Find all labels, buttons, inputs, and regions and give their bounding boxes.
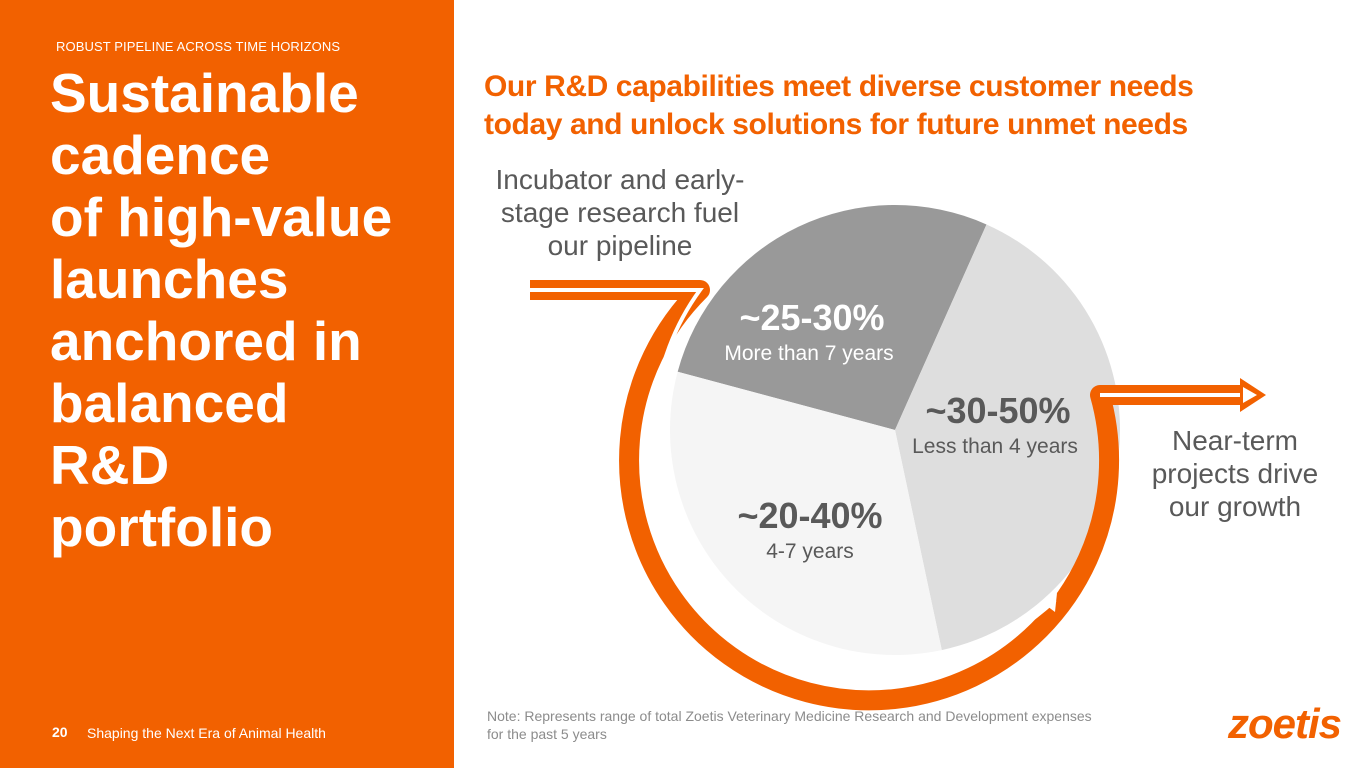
pie-slice-mid	[669, 371, 942, 655]
flow-arrow	[530, 280, 1266, 711]
zoetis-logo: zoetis	[1228, 700, 1342, 747]
slice-label-near: ~30-50% Less than 4 years	[912, 390, 1078, 458]
callout-early-stage: Incubator and early- stage research fuel…	[480, 163, 760, 262]
callout-line: Near-term	[1171, 425, 1298, 456]
left-panel: ROBUST PIPELINE ACROSS TIME HORIZONS Sus…	[0, 0, 454, 768]
flow-arrowhead-right-inner	[1243, 387, 1257, 403]
hero-line: balanced	[50, 372, 289, 434]
pie-slices	[669, 205, 1120, 655]
hero-line: Sustainable	[50, 62, 359, 124]
pie-slice-long	[677, 205, 987, 430]
slice-value-label: ~30-50%	[925, 390, 1070, 431]
footnote: Note: Represents range of total Zoetis V…	[487, 708, 1092, 742]
hero-line: portfolio	[50, 496, 273, 558]
headline-line: today and unlock solutions for future un…	[484, 108, 1188, 141]
flow-arrowhead-bottom	[1043, 593, 1057, 612]
page-number: 20	[52, 724, 68, 740]
headline-line: Our R&D capabilities meet diverse custom…	[484, 70, 1194, 103]
slice-sub-label: Less than 4 years	[912, 435, 1078, 458]
slice-value-label: ~25-30%	[739, 297, 884, 338]
hero-line: launches	[50, 248, 289, 310]
slice-sub-label: 4-7 years	[766, 540, 854, 563]
callout-near-term: Near-term projects drive our growth	[1135, 424, 1335, 523]
callout-line: our growth	[1168, 491, 1302, 522]
callout-line: Incubator and early-	[495, 164, 745, 195]
hero-line: R&D	[50, 434, 170, 496]
hero-line: of high-value	[50, 186, 393, 248]
section-eyebrow: ROBUST PIPELINE ACROSS TIME HORIZONS	[56, 39, 341, 54]
flow-arrow-inner-line	[530, 288, 1240, 668]
hero-title: Sustainable cadence of high-value launch…	[50, 62, 450, 558]
slice-sub-label: More than 7 years	[724, 342, 893, 365]
pie-slice-near	[895, 224, 1120, 651]
footer-text: Shaping the Next Era of Animal Health	[87, 725, 326, 741]
slice-label-mid: ~20-40% 4-7 years	[737, 495, 882, 563]
slice-label-long: ~25-30% More than 7 years	[724, 297, 893, 365]
flow-arrow-band	[530, 280, 1240, 711]
hero-line: cadence	[50, 124, 271, 186]
flow-arrowhead-left	[670, 528, 690, 545]
slice-value-label: ~20-40%	[737, 495, 882, 536]
headline: Our R&D capabilities meet diverse custom…	[484, 68, 1344, 144]
callout-line: stage research fuel	[500, 197, 740, 228]
hero-line: anchored in	[50, 310, 362, 372]
callout-line: our pipeline	[547, 230, 693, 261]
callout-line: projects drive	[1151, 458, 1319, 489]
